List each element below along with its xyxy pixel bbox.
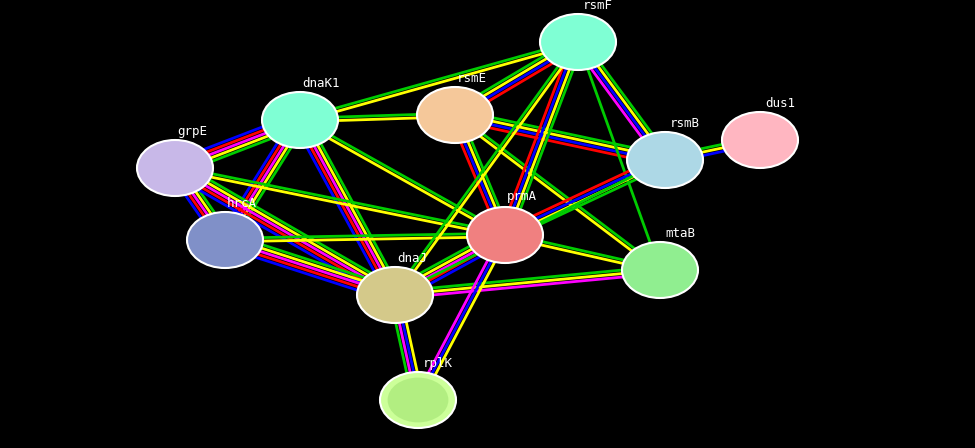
Text: rsmB: rsmB [670, 117, 700, 130]
Text: mtaB: mtaB [665, 227, 695, 240]
Text: hrcA: hrcA [227, 197, 257, 210]
Text: dnaJ: dnaJ [397, 252, 427, 265]
Text: rsmE: rsmE [457, 72, 487, 85]
Ellipse shape [627, 132, 703, 188]
Text: grpE: grpE [177, 125, 207, 138]
Text: dnaK1: dnaK1 [302, 77, 339, 90]
Ellipse shape [622, 242, 698, 298]
Ellipse shape [722, 112, 798, 168]
Text: prmA: prmA [507, 190, 537, 203]
Ellipse shape [417, 87, 493, 143]
Text: rplK: rplK [423, 357, 453, 370]
Ellipse shape [467, 207, 543, 263]
Ellipse shape [540, 14, 616, 70]
Ellipse shape [187, 212, 263, 268]
Ellipse shape [262, 92, 338, 148]
Ellipse shape [388, 378, 448, 422]
Ellipse shape [357, 267, 433, 323]
Text: dus1: dus1 [765, 97, 795, 110]
Ellipse shape [137, 140, 213, 196]
Text: rsmF: rsmF [583, 0, 613, 12]
Ellipse shape [380, 372, 456, 428]
